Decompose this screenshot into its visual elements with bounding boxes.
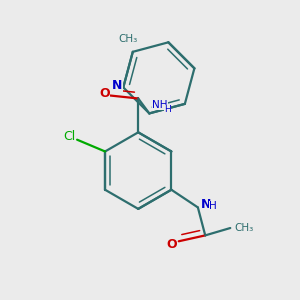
Text: O: O — [166, 238, 177, 251]
Text: Cl: Cl — [64, 130, 76, 143]
Text: O: O — [99, 87, 110, 100]
Text: N: N — [201, 198, 211, 211]
Text: CH₃: CH₃ — [119, 34, 138, 44]
Text: H: H — [164, 105, 171, 114]
Text: N: N — [112, 80, 122, 92]
Text: CH₃: CH₃ — [235, 223, 254, 233]
Text: NH: NH — [152, 100, 168, 110]
Text: H: H — [209, 201, 217, 211]
